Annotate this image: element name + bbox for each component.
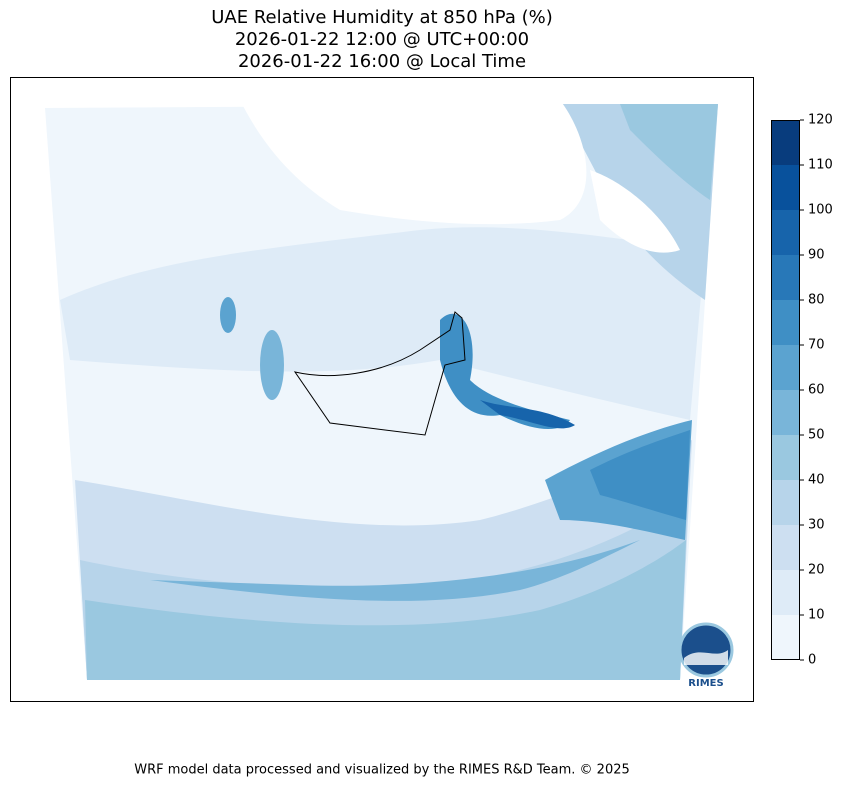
colorbar-band	[771, 525, 800, 570]
title-line: UAE Relative Humidity at 850 hPa (%)	[211, 7, 552, 28]
colorbar-band	[771, 345, 800, 390]
colorbar-frame	[771, 120, 800, 660]
colorbar-tick-label: 60	[808, 383, 825, 398]
colorbar-tick-label: 80	[808, 293, 825, 308]
colorbar-tick-label: 40	[808, 473, 825, 488]
colorbar-tick-label: 20	[808, 563, 825, 578]
colorbar-band	[771, 435, 800, 480]
colorbar-tick-label: 30	[808, 518, 825, 533]
colorbar-band	[771, 255, 800, 300]
colorbar-tick-label: 10	[808, 608, 825, 623]
title-line: 2026-01-22 16:00 @ Local Time	[238, 51, 526, 72]
colorbar-tick-label: 120	[808, 113, 833, 128]
colorbar-tick-label: 90	[808, 248, 825, 263]
colorbar-band	[771, 390, 800, 435]
title-line: 2026-01-22 12:00 @ UTC+00:00	[235, 29, 529, 50]
colorbar: 0 10 20 30 40 50 60 70 80 90 100 110 120	[771, 113, 833, 668]
colorbar-band	[771, 120, 800, 165]
colorbar-band	[771, 615, 800, 660]
colorbar-tick-label: 50	[808, 428, 825, 443]
colorbar-band	[771, 210, 800, 255]
colorbar-tick-label: 110	[808, 158, 833, 173]
rimes-logo: RIMES	[678, 622, 734, 689]
footer: WRF model data processed and visualized …	[134, 763, 630, 778]
colorbar-band	[771, 300, 800, 345]
colorbar-tick-label: 70	[808, 338, 825, 353]
colorbar-band	[771, 480, 800, 525]
humidity-field	[45, 100, 718, 680]
logo-text: RIMES	[688, 678, 723, 689]
colorbar-tick-label: 100	[808, 203, 833, 218]
colorbar-band	[771, 570, 800, 615]
colorbar-tick-label: 0	[808, 653, 816, 668]
colorbar-band	[771, 165, 800, 210]
